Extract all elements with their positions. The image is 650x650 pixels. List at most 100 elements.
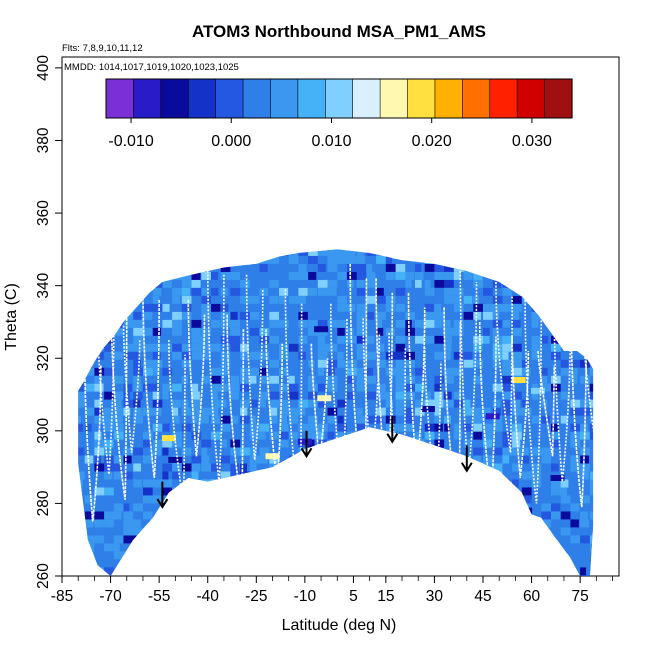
heatmap-cell: [405, 439, 417, 448]
heatmap-cell: [113, 463, 123, 472]
heatmap-cell: [269, 495, 283, 504]
heatmap-cell: [347, 311, 354, 320]
x-tick-label: 15: [377, 588, 394, 605]
heatmap-cell: [444, 391, 452, 400]
heatmap-cell: [143, 367, 157, 376]
heatmap-cell: [551, 327, 563, 336]
heatmap-cell: [541, 327, 555, 336]
flight-profile-trace: [511, 336, 530, 479]
heatmap-cell: [463, 391, 476, 400]
heatmap-cell: [298, 503, 309, 512]
heatmap-cell: [521, 455, 530, 464]
heatmap-cell: [405, 423, 413, 432]
heatmap-cell: [444, 255, 452, 264]
heatmap-cell: [113, 415, 123, 424]
heatmap-cell: [230, 567, 239, 576]
heatmap-cell: [531, 407, 542, 416]
heatmap-cell: [415, 367, 426, 376]
heatmap-cell: [124, 240, 131, 248]
heatmap-cell: [580, 263, 591, 272]
heatmap-cell: [463, 383, 473, 392]
heatmap-cell: [181, 391, 190, 400]
heatmap-cell: [551, 495, 560, 504]
heatmap-cell: [580, 367, 591, 376]
heatmap-cell: [113, 495, 124, 504]
heatmap-cell: [502, 415, 516, 424]
heatmap-cell: [473, 543, 482, 552]
heatmap-cell: [288, 463, 296, 472]
heatmap-cell: [84, 423, 92, 432]
heatmap-cell: [152, 359, 166, 368]
heatmap-cell: [211, 423, 218, 432]
heatmap-cell: [337, 367, 348, 376]
heatmap-cell: [152, 311, 165, 320]
heatmap-cell: [589, 303, 594, 312]
heatmap-cell: [405, 495, 420, 504]
heatmap-cell: [240, 375, 253, 384]
heatmap-cell: [473, 567, 482, 576]
heatmap-cell: [463, 447, 478, 456]
heatmap-cell: [327, 249, 342, 256]
heatmap-cell: [366, 439, 374, 448]
heatmap-cell: [376, 249, 390, 256]
heatmap-cell: [356, 359, 369, 368]
flight-profile-trace: [142, 285, 160, 479]
heatmap-cell: [113, 391, 128, 400]
heatmap-cell: [376, 287, 384, 296]
heatmap-cell: [366, 543, 374, 552]
heatmap-cell: [376, 407, 388, 416]
heatmap-cell: [298, 375, 307, 384]
heatmap-cell: [143, 431, 154, 440]
heatmap-cell: [201, 375, 212, 384]
heatmap-cell: [541, 319, 552, 328]
heatmap-cell: [434, 535, 446, 544]
colorbar-tick-label: 0.020: [412, 133, 452, 150]
heatmap-cell: [347, 240, 361, 248]
heatmap-cell: [356, 279, 365, 288]
heatmap-cell: [512, 455, 525, 464]
heatmap-cell: [376, 567, 385, 576]
heatmap-cell: [201, 415, 209, 424]
heatmap-cell: [172, 527, 184, 536]
heatmap-cell: [181, 295, 194, 304]
heatmap-cell: [94, 439, 108, 448]
heatmap-cell: [366, 279, 377, 288]
heatmap-cell: [580, 527, 593, 536]
heatmap-cell: [589, 559, 594, 568]
heatmap-cell: [444, 359, 455, 368]
heatmap-cell: [104, 559, 115, 568]
heatmap-cell: [201, 455, 210, 464]
heatmap-cell: [337, 335, 352, 344]
heatmap-cell: [201, 335, 210, 344]
heatmap-cell: [317, 359, 331, 368]
heatmap-cell: [521, 303, 532, 312]
heatmap-cell: [162, 423, 170, 432]
heatmap-cell: [104, 487, 116, 496]
heatmap-cell: [298, 423, 312, 432]
heatmap-cell: [415, 311, 423, 320]
heatmap-cell: [308, 249, 320, 256]
heatmap-cell: [113, 471, 124, 480]
heatmap-cell: [133, 375, 141, 384]
heatmap-cell: [269, 303, 278, 312]
heatmap-cell: [483, 335, 490, 344]
heatmap-cell: [521, 249, 531, 256]
heatmap-cell: [298, 431, 307, 440]
heatmap-cell: [259, 399, 266, 408]
heatmap-cell: [424, 551, 439, 560]
heatmap-cell: [521, 559, 531, 568]
heatmap-cell: [143, 543, 155, 552]
arrow-head: [156, 498, 169, 509]
heatmap-cell: [415, 431, 422, 440]
heatmap-cell: [288, 303, 296, 312]
heatmap-cell: [570, 495, 579, 504]
heatmap-cell: [492, 431, 506, 440]
heatmap-cell: [240, 255, 255, 264]
heatmap-cell: [298, 327, 305, 336]
heatmap-cell: [541, 407, 553, 416]
heatmap-cell: [551, 503, 561, 512]
heatmap-cell: [78, 383, 86, 392]
heatmap-cell: [201, 367, 209, 376]
heatmap-cell: [94, 463, 105, 472]
heatmap-cell: [220, 383, 232, 392]
